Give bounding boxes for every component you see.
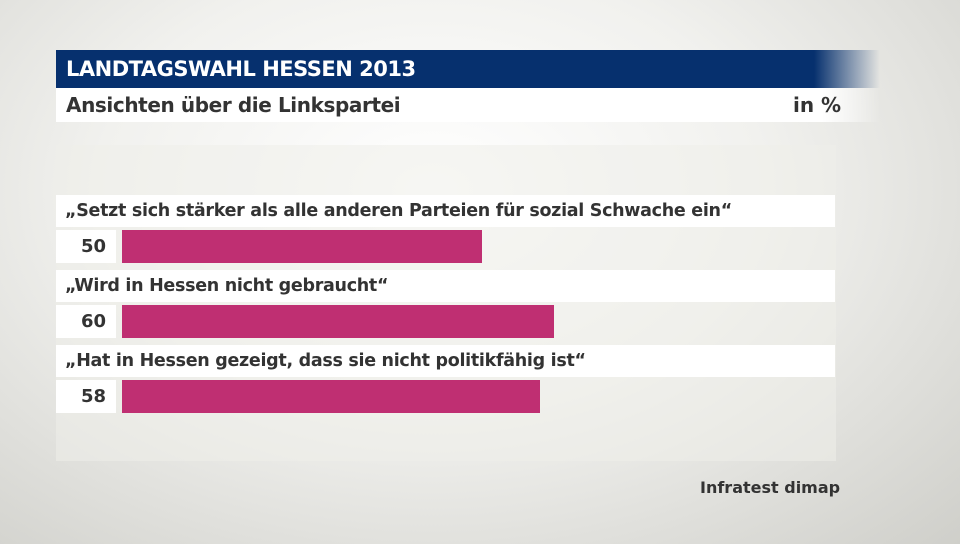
value-label-box: 60 [56,305,116,338]
bar [122,380,540,413]
unit-label: in % [793,93,842,117]
source-label: Infratest dimap [700,478,841,497]
category-label-box: „Wird in Hessen nicht gebraucht“ [56,270,835,302]
subtitle-bar: Ansichten über die Linkspartei in % [56,88,880,122]
bar [122,230,482,263]
value-label: 50 [80,236,106,257]
value-label-box: 58 [56,380,116,413]
chart-subtitle: Ansichten über die Linkspartei [66,93,401,117]
title-bar: LANDTAGSWAHL HESSEN 2013 [56,50,880,88]
bar [122,305,554,338]
category-label-box: „Hat in Hessen gezeigt, dass sie nicht p… [56,345,835,377]
category-label: „Hat in Hessen gezeigt, dass sie nicht p… [65,351,586,371]
category-label-box: „Setzt sich stärker als alle anderen Par… [56,195,835,227]
value-label: 60 [80,311,106,332]
value-label-box: 50 [56,230,116,263]
category-label: „Setzt sich stärker als alle anderen Par… [65,201,732,221]
chart-title: LANDTAGSWAHL HESSEN 2013 [66,57,416,81]
chart-panel [56,145,836,461]
category-label: „Wird in Hessen nicht gebraucht“ [65,276,389,296]
value-label: 58 [80,386,106,407]
